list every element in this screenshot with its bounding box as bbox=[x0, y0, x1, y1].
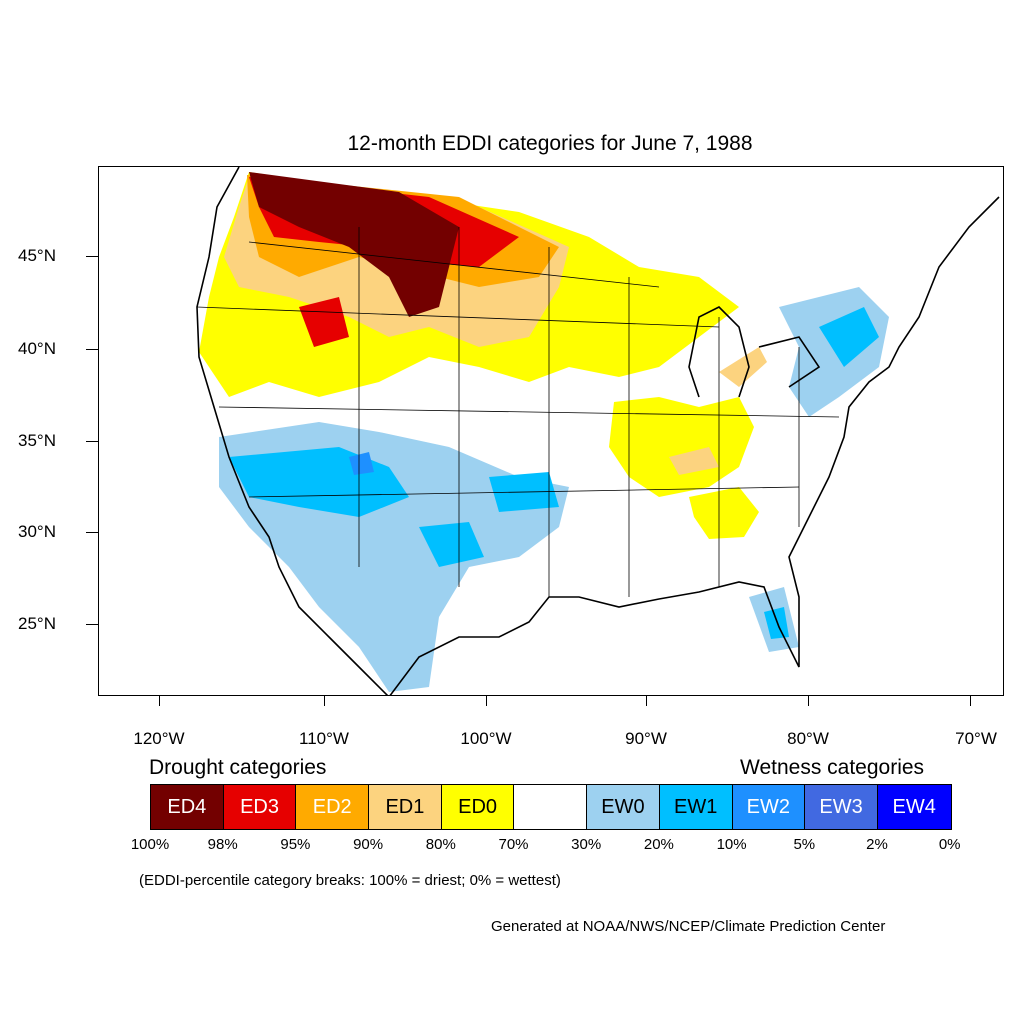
legend-swatch: ED2 bbox=[296, 785, 370, 829]
lat-tick bbox=[86, 256, 98, 257]
lon-label: 90°W bbox=[625, 729, 667, 748]
lon-tick bbox=[159, 696, 160, 706]
lon-tick bbox=[486, 696, 487, 706]
lon-tick bbox=[970, 696, 971, 706]
legend-swatch: EW0 bbox=[587, 785, 660, 829]
lon-label: 70°W bbox=[955, 729, 997, 748]
legend-swatch: EW1 bbox=[659, 785, 733, 829]
legend-swatch: EW2 bbox=[732, 785, 806, 829]
lat-tick bbox=[86, 532, 98, 533]
lat-tick bbox=[86, 349, 98, 350]
ed0-region-southeast bbox=[689, 487, 759, 539]
lat-label: 30°N bbox=[18, 522, 56, 541]
legend-swatch: EW4 bbox=[877, 785, 951, 829]
ed0-region-ohio-valley bbox=[609, 397, 754, 497]
lon-label: 100°W bbox=[460, 729, 512, 748]
lon-tick bbox=[646, 696, 647, 706]
percentile-label: 20% bbox=[643, 836, 674, 853]
ew1-region-northeast bbox=[819, 307, 879, 367]
lon-label: 120°W bbox=[133, 729, 185, 748]
ed4-region bbox=[249, 172, 459, 317]
legend-swatch: ED4 bbox=[151, 785, 224, 829]
ed3-region-oregon bbox=[299, 297, 349, 347]
credit-line: Generated at NOAA/NWS/NCEP/Climate Predi… bbox=[491, 918, 886, 935]
ew0-region-northeast bbox=[779, 287, 889, 417]
coastlines bbox=[196, 167, 1000, 695]
ed1-region-kentucky bbox=[669, 447, 719, 475]
lat-label: 45°N bbox=[18, 246, 56, 265]
lat-tick bbox=[86, 441, 98, 442]
percentile-label: 70% bbox=[498, 836, 529, 853]
lat-label: 25°N bbox=[18, 614, 56, 633]
legend-swatch: ED0 bbox=[441, 785, 515, 829]
percentile-label: 2% bbox=[866, 836, 888, 853]
percentile-label: 0% bbox=[938, 836, 961, 853]
lat-label: 35°N bbox=[18, 431, 56, 450]
map-title: 12-month EDDI categories for June 7, 198… bbox=[347, 132, 753, 155]
percentile-label: 10% bbox=[716, 836, 747, 853]
percentile-label: 5% bbox=[793, 836, 816, 853]
percentile-label: 98% bbox=[207, 836, 238, 853]
percentile-label: 90% bbox=[353, 836, 384, 853]
eddi-map bbox=[196, 167, 1000, 695]
lat-tick bbox=[86, 624, 98, 625]
percentile-label: 100% bbox=[130, 836, 170, 853]
lon-tick bbox=[808, 696, 809, 706]
legend-swatch: ED3 bbox=[223, 785, 297, 829]
map-panel bbox=[98, 166, 1004, 696]
state-borders bbox=[196, 227, 840, 597]
ed1-region-michigan bbox=[719, 347, 767, 387]
lon-label: 80°W bbox=[787, 729, 829, 748]
legend-swatch bbox=[514, 785, 588, 829]
drought-heading: Drought categories bbox=[149, 756, 327, 779]
ew1-region-texas bbox=[419, 522, 484, 567]
legend-colorbar: ED4 ED3 ED2 ED1 ED0 EW0 EW1 EW2 EW3 EW4 bbox=[150, 784, 952, 830]
percentile-label: 95% bbox=[280, 836, 311, 853]
percentile-label: 80% bbox=[425, 836, 456, 853]
category-note: (EDDI-percentile category breaks: 100% =… bbox=[139, 872, 561, 889]
percentile-label: 30% bbox=[571, 836, 602, 853]
ew2-region bbox=[349, 452, 374, 475]
legend-swatch: ED1 bbox=[369, 785, 442, 829]
ew1-region-florida bbox=[764, 607, 789, 639]
lat-label: 40°N bbox=[18, 339, 56, 358]
wetness-heading: Wetness categories bbox=[740, 756, 925, 779]
legend-swatch: EW3 bbox=[805, 785, 878, 829]
lon-label: 110°W bbox=[299, 729, 349, 748]
lon-tick bbox=[324, 696, 325, 706]
